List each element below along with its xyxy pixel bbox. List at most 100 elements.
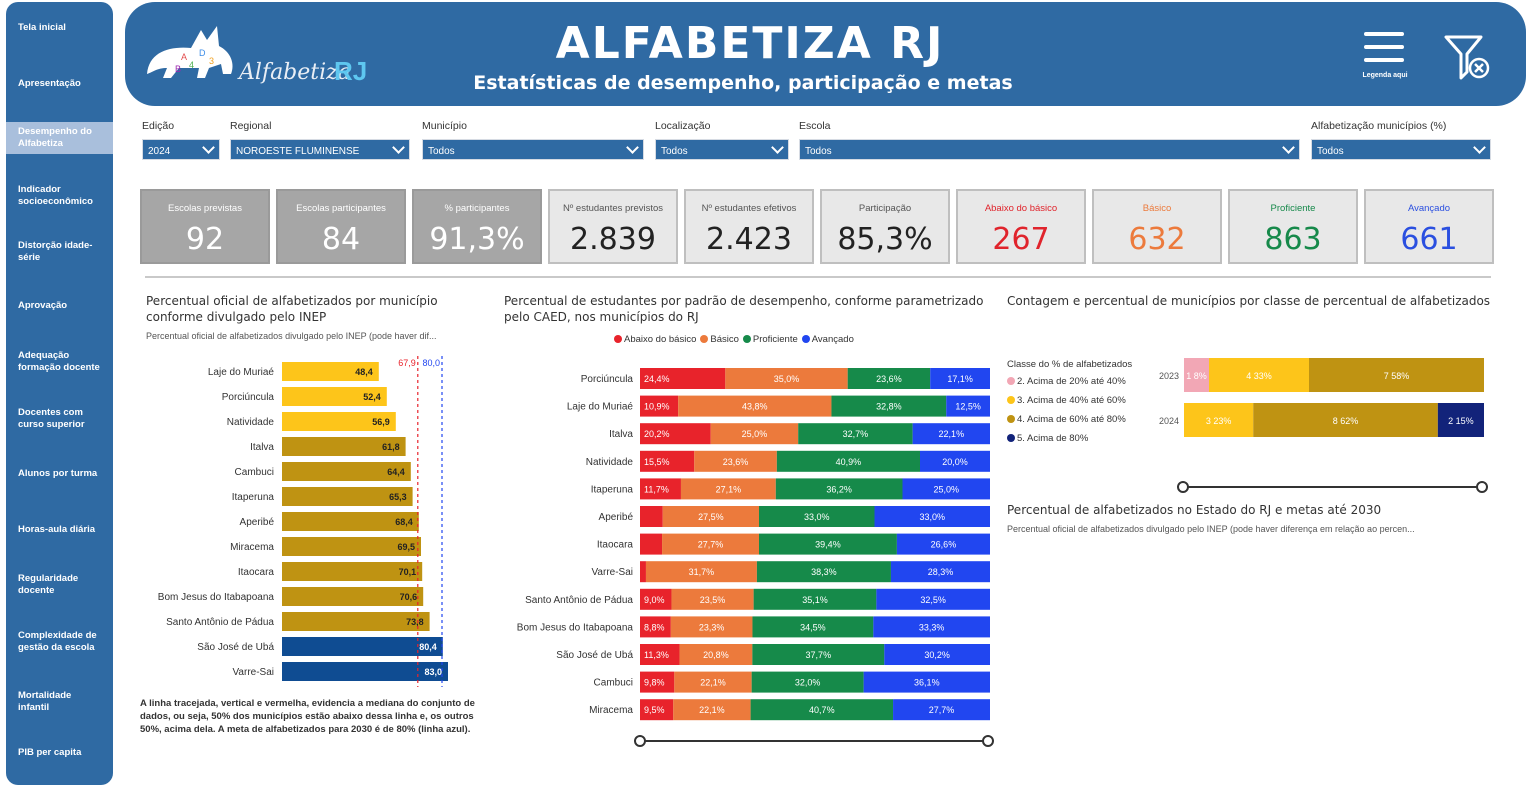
bar-segment[interactable] <box>751 671 864 693</box>
sidebar-item-label: Mortalidade infantil <box>18 690 72 713</box>
bar-segment[interactable] <box>673 699 751 721</box>
bar-segment[interactable] <box>678 395 832 417</box>
sidebar-item-5[interactable]: Distorção idade-série <box>6 240 113 264</box>
bar-segment[interactable] <box>680 478 776 500</box>
sidebar-item-label: Docentes com curso superior <box>18 407 85 430</box>
bar[interactable] <box>282 587 424 606</box>
bar-segment[interactable] <box>750 699 894 721</box>
bar-segment[interactable] <box>756 561 891 583</box>
bar-segment[interactable] <box>640 506 663 527</box>
bar-segment[interactable] <box>893 699 990 721</box>
bar-segment[interactable] <box>874 506 991 527</box>
bar-segment[interactable] <box>752 644 885 665</box>
chart3-range-slider[interactable] <box>1176 479 1490 495</box>
bar-segment[interactable] <box>694 450 777 472</box>
edicao-dropdown[interactable]: 2024 <box>142 139 220 160</box>
bar-segment[interactable] <box>1184 358 1209 392</box>
sidebar-item-10[interactable]: Horas-aula diária <box>6 524 113 536</box>
bar-segment[interactable] <box>753 588 877 610</box>
sidebar-item-13[interactable]: Mortalidade infantil <box>6 690 113 714</box>
chart2-range-slider[interactable] <box>633 733 995 749</box>
bar-segment[interactable] <box>674 671 752 693</box>
bar-segment[interactable] <box>670 616 753 638</box>
bar-segment[interactable] <box>798 423 913 445</box>
bar[interactable] <box>282 562 423 581</box>
bar[interactable] <box>282 512 419 531</box>
escola-dropdown[interactable]: Todos <box>799 139 1300 160</box>
bar-segment[interactable] <box>640 616 671 638</box>
bar[interactable] <box>282 612 430 631</box>
sidebar-item-1[interactable]: Tela inicial <box>6 22 113 34</box>
bar-segment[interactable] <box>946 395 990 417</box>
bar-segment[interactable] <box>912 423 990 445</box>
regional-dropdown[interactable]: NOROESTE FLUMINENSE <box>230 139 410 160</box>
bar-segment[interactable] <box>876 588 990 610</box>
bar[interactable] <box>282 387 387 406</box>
sidebar-item-12[interactable]: Complexidade de gestão da escola <box>6 630 113 654</box>
sidebar-item-3[interactable]: Desempenho do Alfabetiza <box>6 122 113 154</box>
bar[interactable] <box>282 437 406 456</box>
bar-segment[interactable] <box>930 368 990 389</box>
bar-segment[interactable] <box>884 644 990 665</box>
bar-segment[interactable] <box>662 533 759 555</box>
bar-segment[interactable] <box>645 561 757 583</box>
bar-segment[interactable] <box>1437 403 1484 437</box>
bar[interactable] <box>282 487 413 506</box>
municipio-dropdown[interactable]: Todos <box>422 139 644 160</box>
bar-segment[interactable] <box>831 395 947 417</box>
bar-segment[interactable] <box>752 616 874 638</box>
bar-segment[interactable] <box>640 368 726 389</box>
sidebar-item-8[interactable]: Docentes com curso superior <box>6 407 113 431</box>
bar-segment[interactable] <box>679 644 753 665</box>
bar[interactable] <box>282 362 379 381</box>
category-label: Italva <box>609 429 633 440</box>
bar-segment[interactable] <box>890 561 990 583</box>
bar-segment[interactable] <box>896 533 990 555</box>
bar-segment[interactable] <box>1184 403 1254 437</box>
bar-segment[interactable] <box>1309 358 1484 392</box>
bar[interactable] <box>282 412 396 431</box>
legend-menu-button[interactable]: Legenda aqui <box>1361 28 1409 82</box>
bar-segment[interactable] <box>863 671 990 693</box>
bar-segment[interactable] <box>640 671 675 693</box>
bar-segment[interactable] <box>640 533 663 555</box>
bar-segment[interactable] <box>847 368 931 389</box>
bar-segment[interactable] <box>1209 358 1309 392</box>
bar-segment[interactable] <box>640 588 672 610</box>
sidebar-item-6[interactable]: Aprovação <box>6 300 113 312</box>
bar[interactable] <box>282 537 421 556</box>
sidebar-item-14[interactable]: PIB per capita <box>6 747 113 759</box>
bar-segment[interactable] <box>759 533 897 555</box>
bar-segment[interactable] <box>725 368 848 389</box>
bar-segment[interactable] <box>873 616 990 638</box>
bar-segment[interactable] <box>640 561 646 583</box>
bar-segment[interactable] <box>640 478 681 500</box>
bar[interactable] <box>282 662 448 681</box>
bar-segment[interactable] <box>759 506 875 527</box>
localizacao-dropdown[interactable]: Todos <box>655 139 789 160</box>
bar-segment[interactable] <box>640 423 711 445</box>
sidebar-item-9[interactable]: Alunos por turma <box>6 468 113 480</box>
bar[interactable] <box>282 462 411 481</box>
bar-segment[interactable] <box>920 450 990 472</box>
sidebar-item-11[interactable]: Regularidade docente <box>6 573 113 597</box>
bar[interactable] <box>282 637 443 656</box>
bar-segment[interactable] <box>902 478 991 500</box>
bar-segment[interactable] <box>710 423 799 445</box>
municipio-value: Todos <box>428 146 455 157</box>
sidebar-item-4[interactable]: Indicador socioeconômico <box>6 184 113 208</box>
sidebar-item-7[interactable]: Adequação formação docente <box>6 350 113 374</box>
municipality-class-chart: 2023 1 8% 4 33% 7 58% 2024 3 23% 8 62% 2 15% <box>1159 358 1484 437</box>
bar-segment[interactable] <box>640 395 679 417</box>
bar-segment[interactable] <box>1253 403 1438 437</box>
bar-segment[interactable] <box>640 450 695 472</box>
bar-segment[interactable] <box>640 699 674 721</box>
clear-filters-button[interactable] <box>1443 34 1493 82</box>
alfabetizacao-dropdown[interactable]: Todos <box>1311 139 1491 160</box>
bar-segment[interactable] <box>775 478 903 500</box>
bar-segment[interactable] <box>662 506 759 527</box>
sidebar-item-2[interactable]: Apresentação <box>6 78 113 90</box>
bar-segment[interactable] <box>671 588 754 610</box>
bar-segment[interactable] <box>776 450 920 472</box>
bar-segment[interactable] <box>640 644 680 665</box>
